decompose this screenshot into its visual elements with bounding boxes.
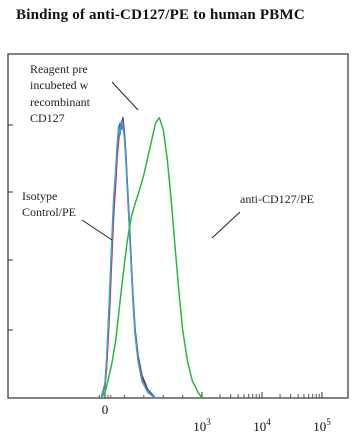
annotation-anti-pointer	[211, 211, 241, 239]
annotation-reagent-line-3: recombinant	[30, 95, 91, 109]
annotation-reagent: Reagent pre incubeted w recombinant CD12…	[30, 62, 139, 125]
histogram-series-2	[100, 119, 156, 399]
x-tick-label: 103	[193, 417, 211, 434]
annotation-anti: anti-CD127/PE	[211, 192, 314, 239]
annotation-anti-line-1: anti-CD127/PE	[240, 192, 314, 206]
x-axis-ticks: 0 103 104 105	[98, 392, 331, 434]
plot-frame	[7, 53, 349, 399]
annotation-reagent-pointer	[111, 81, 139, 111]
x-tick-label: 0	[102, 402, 109, 417]
annotation-reagent-line-2: incubeted w	[30, 78, 89, 92]
chart-title: Binding of anti-CD127/PE to human PBMC	[16, 7, 305, 23]
y-axis-ticks	[8, 124, 13, 331]
annotation-isotype-line-1: Isotype	[22, 189, 57, 203]
annotation-isotype-pointer	[81, 219, 113, 241]
annotation-reagent-line-4: CD127	[30, 111, 65, 125]
x-tick-label: 105	[313, 417, 331, 434]
histogram-series-3	[100, 116, 203, 399]
annotation-reagent-line-1: Reagent pre	[30, 62, 88, 76]
annotation-isotype: Isotype Control/PE	[22, 189, 113, 241]
x-tick-label: 104	[253, 417, 271, 434]
series-layer	[100, 116, 203, 399]
annotation-isotype-line-2: Control/PE	[22, 205, 76, 219]
